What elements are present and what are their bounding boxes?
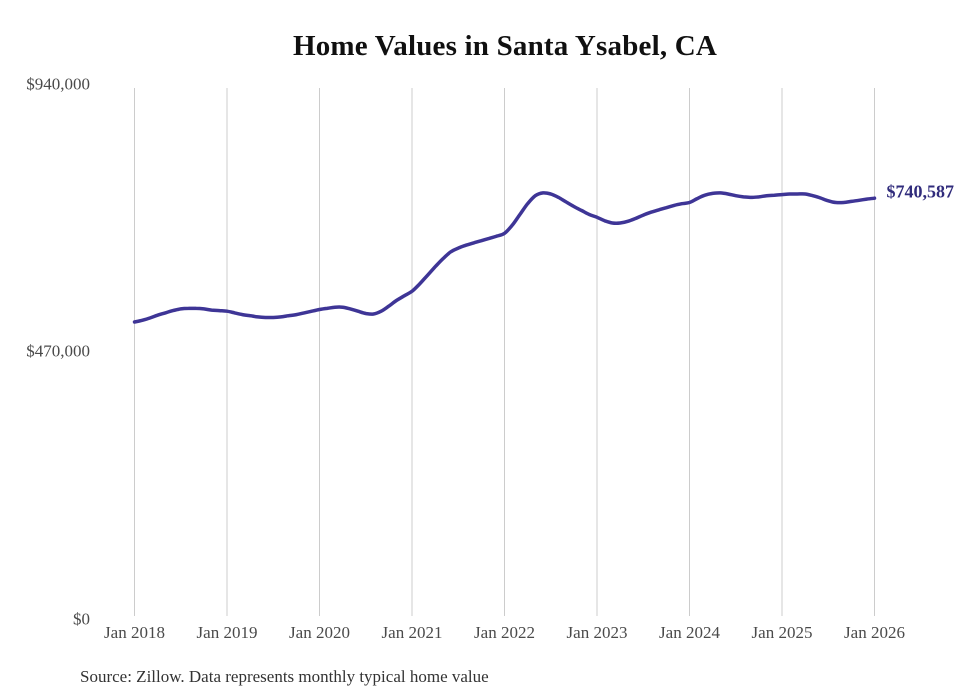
home-value-line	[132, 191, 877, 324]
x-tick-label: Jan 2024	[659, 623, 720, 642]
x-tick-label: Jan 2026	[844, 623, 905, 642]
x-tick-label: Jan 2023	[566, 623, 628, 642]
source-note: Source: Zillow. Data represents monthly …	[80, 667, 489, 686]
x-tick-label: Jan 2019	[196, 623, 258, 642]
y-tick-label: $940,000	[26, 74, 90, 94]
x-tick-label: Jan 2022	[474, 623, 535, 642]
vertical-gridlines	[134, 88, 875, 616]
chart-title: Home Values in Santa Ysabel, CA	[292, 30, 718, 62]
x-tick-label: Jan 2020	[289, 623, 350, 642]
latest-value-label: $740,587	[886, 181, 955, 202]
x-tick-label: Jan 2025	[751, 623, 813, 642]
y-tick-label: $470,000	[26, 341, 90, 361]
x-tick-label: Jan 2018	[104, 623, 165, 642]
y-tick-label: $0	[73, 609, 90, 629]
x-tick-label: Jan 2021	[381, 623, 443, 642]
